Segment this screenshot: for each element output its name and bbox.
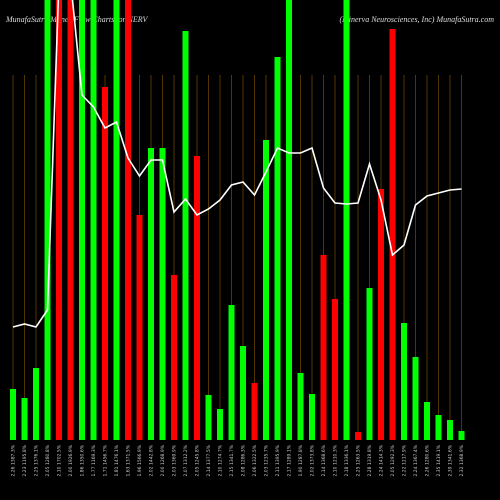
x-tick-label: 2.24 1367.4% [413, 444, 419, 476]
x-tick-label: 2.25 1376.1% [34, 444, 40, 476]
x-tick-label: 2.35 1419.1% [436, 444, 442, 476]
x-tick-label: 2.05 1292.3% [390, 444, 396, 476]
chart-title: MunafaSutra Money Flow Charts for NERV [5, 15, 149, 24]
bar [286, 0, 292, 440]
x-tick-label: 2.08 1286.3% [241, 444, 247, 476]
x-tick-label: 2.00 1268.9% [160, 444, 166, 476]
bar [79, 0, 85, 440]
x-tick-label: 2.24 1414.3% [379, 444, 385, 476]
bar [263, 140, 269, 440]
x-tick-label: 2.06 1322.5% [252, 444, 258, 476]
x-tick-label: 2.14 1368.6% [321, 444, 327, 476]
x-tick-label: 1.90 1287.8% [298, 444, 304, 476]
bar [401, 323, 407, 440]
x-tick-label: 2.23 1195.8% [22, 444, 28, 476]
x-tick-label: 2.28 1319.8% [367, 444, 373, 476]
bar [102, 87, 108, 440]
bar [274, 57, 281, 440]
bar [171, 275, 177, 440]
x-tick-label: 1.71 1456.7% [103, 444, 109, 476]
x-tick-label: 2.03 1235.7% [264, 444, 270, 476]
bar [136, 215, 143, 440]
x-tick-label: 2.02 1442.8% [149, 444, 155, 476]
bar [412, 357, 419, 440]
bar [240, 346, 246, 440]
bar [378, 189, 384, 440]
bar [424, 402, 430, 440]
x-tick-label: 2.00 1926.9% [68, 444, 74, 476]
bar [332, 299, 338, 440]
bar [309, 394, 315, 440]
bar [217, 409, 223, 440]
x-tick-label: 2.18 1336.1% [344, 444, 350, 476]
bar [113, 0, 120, 440]
x-tick-label: 1.63 1371.5% [126, 444, 132, 476]
x-tick-label: 1.86 1350.6% [80, 444, 86, 476]
bar [125, 0, 131, 440]
x-tick-label: 1.81 1476.1% [114, 444, 120, 476]
chart-subtitle: (Minerva Neurosciences, Inc) MunafaSutra… [339, 15, 494, 24]
x-tick-label: 2.05 1245.8% [195, 444, 201, 476]
money-flow-line [12, 0, 462, 328]
bar [44, 0, 51, 440]
x-tick-label: 2.03 1369.9% [172, 444, 178, 476]
bar [148, 148, 154, 440]
bar [447, 420, 453, 440]
x-tick-label: 2.26 1280.6% [425, 444, 431, 476]
bar [33, 368, 39, 440]
x-tick-label: 2.10 1210.3% [333, 444, 339, 476]
x-tick-label: 1.96 1566.9% [137, 444, 143, 476]
bar [21, 398, 28, 440]
bar [205, 395, 212, 440]
bar [435, 415, 442, 440]
bar [67, 0, 74, 440]
x-tick-label: 2.15 1341.7% [229, 444, 235, 476]
bar [10, 389, 16, 440]
x-tick-label: 2.17 1289.1% [287, 444, 293, 476]
x-tick-label: 2.07 1312.2% [183, 444, 189, 476]
x-tick-label: 2.10 1702.5% [57, 444, 63, 476]
x-tick-label: 2.11 1395.9% [275, 444, 281, 476]
bar [90, 0, 97, 440]
x-tick-label: 2.39 1341.6% [448, 444, 454, 476]
bar [228, 305, 235, 440]
x-tick-label: 2.10 1274.7% [218, 444, 224, 476]
bar [458, 431, 465, 440]
x-tick-label: 2.14 1377.5% [206, 444, 212, 476]
x-tick-label: 2.22 1217.9% [402, 444, 408, 476]
x-tick-label: 2.32 1368.9% [459, 444, 465, 476]
x-tick-label: 2.05 1280.8% [45, 444, 51, 476]
bar [389, 29, 396, 440]
bar [251, 383, 258, 440]
bar [56, 0, 62, 440]
bar [194, 156, 200, 440]
x-tick-label: 2.26 1387.3% [11, 444, 17, 476]
x-tick-label: 2.02 1373.8% [310, 444, 316, 476]
bar [355, 432, 361, 440]
bar [366, 288, 373, 440]
bar [343, 0, 350, 440]
bar [297, 373, 304, 440]
bar [320, 255, 327, 440]
x-tick-label: 1.77 1169.3% [91, 444, 97, 476]
bar [159, 148, 166, 440]
x-tick-label: 2.25 1263.5% [356, 444, 362, 476]
bar [182, 31, 189, 440]
